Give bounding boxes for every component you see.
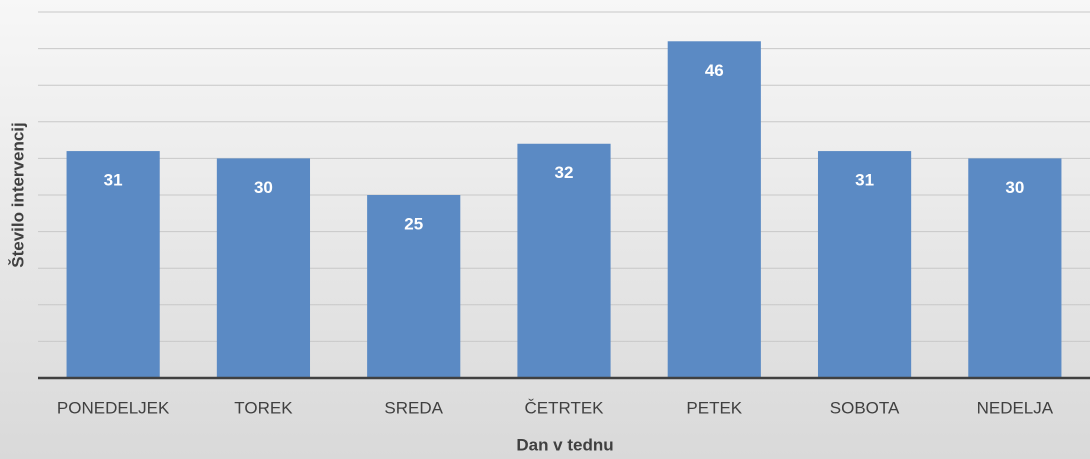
bar <box>66 151 160 378</box>
x-tick-label: ČETRTEK <box>524 398 604 417</box>
x-tick-label: NEDELJA <box>977 398 1054 417</box>
bar <box>517 143 611 378</box>
x-axis-title: Dan v tednu <box>516 435 613 454</box>
x-tick-label: SREDA <box>384 398 443 417</box>
x-tick-label: PETEK <box>686 398 742 417</box>
bar <box>968 158 1062 378</box>
y-axis-title: Število intervencij <box>8 122 27 268</box>
data-label: 31 <box>104 171 123 190</box>
data-label: 30 <box>254 178 273 197</box>
data-label: 46 <box>705 61 724 80</box>
x-tick-label: SOBOTA <box>830 398 900 417</box>
bar <box>667 41 761 378</box>
x-tick-label: PONEDELJEK <box>57 398 170 417</box>
x-tick-label: TOREK <box>234 398 293 417</box>
bar <box>817 151 912 378</box>
bar <box>216 158 311 378</box>
bar <box>367 195 461 378</box>
data-label: 30 <box>1005 178 1024 197</box>
data-label: 25 <box>404 214 423 233</box>
data-label: 31 <box>855 171 874 190</box>
data-label: 32 <box>555 163 574 182</box>
